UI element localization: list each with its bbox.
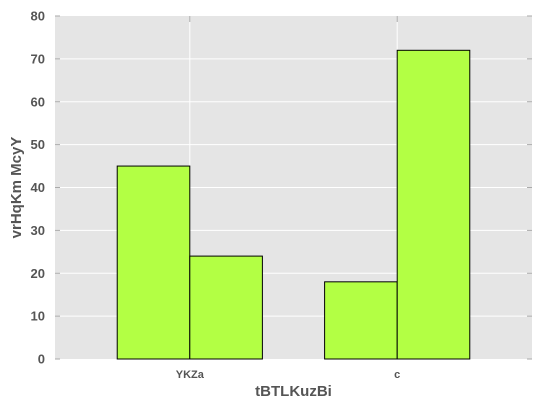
x-tick-label: YKZa <box>176 369 205 381</box>
y-axis-title: vrHqKm McyY <box>8 137 25 239</box>
y-tick-label: 0 <box>38 352 45 367</box>
y-tick-label: 50 <box>31 137 45 152</box>
x-tick-label: c <box>394 369 400 381</box>
y-tick-labels: 0 10 20 30 40 50 60 70 80 <box>31 9 45 367</box>
bar <box>324 281 398 360</box>
axis-ticks <box>55 15 532 360</box>
y-tick-label: 80 <box>31 9 45 24</box>
bar <box>116 165 191 360</box>
y-tick-label: 30 <box>31 223 45 238</box>
bar <box>396 49 471 360</box>
y-tick-label: 70 <box>31 51 45 66</box>
y-tick-label: 20 <box>31 266 45 281</box>
y-tick-label: 60 <box>31 94 45 109</box>
y-tick-label: 40 <box>31 180 45 195</box>
x-axis-title: tBTLKuzBi <box>255 383 332 400</box>
x-tick-labels: YKZa c <box>176 369 401 381</box>
y-tick-label: 10 <box>31 309 45 324</box>
bars <box>116 49 471 360</box>
bar <box>189 255 263 360</box>
